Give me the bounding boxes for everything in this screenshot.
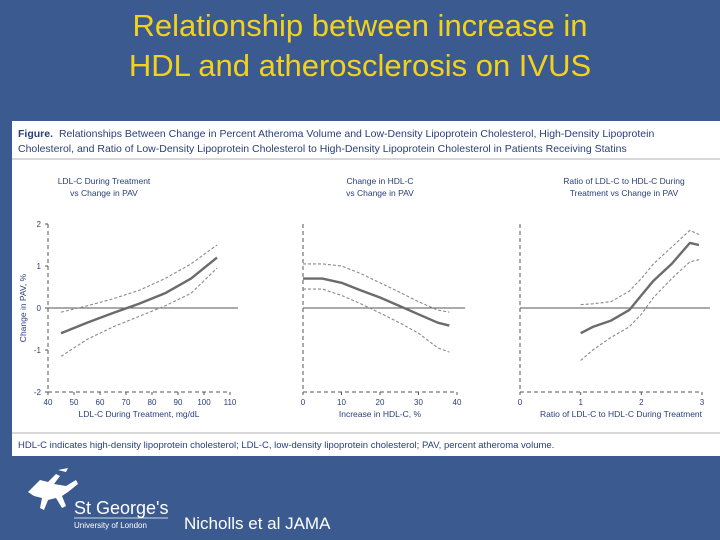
caption-line-2: Cholesterol, and Ratio of Low-Density Li… — [18, 143, 627, 155]
chart-title-line-2: vs Change in PAV — [346, 188, 414, 198]
x-tick-label: 80 — [148, 398, 157, 407]
x-tick-label: 90 — [174, 398, 183, 407]
caption-line-1: Relationships Between Change in Percent … — [59, 128, 655, 140]
chart-title-line-1: LDL-C During Treatment — [58, 176, 151, 186]
x-axis-label: LDL-C During Treatment, mg/dL — [79, 409, 200, 419]
university-logo: St George's University of London — [28, 468, 168, 530]
x-tick-label: 10 — [337, 398, 346, 407]
figure-svg: Figure. Relationships Between Change in … — [12, 128, 720, 451]
y-tick-label: 0 — [37, 304, 42, 313]
horse-rider-icon — [28, 468, 78, 510]
estimate-curve — [303, 277, 450, 327]
x-tick-label: 2 — [639, 398, 644, 407]
estimate-curve — [580, 241, 700, 335]
chart-2: Change in HDL-C vs Change in PAV 0 10 20 30 40… — [301, 176, 465, 419]
lower-ci-curve — [580, 259, 700, 361]
x-tick-label: 30 — [414, 398, 423, 407]
y-tick-label: 1 — [37, 262, 42, 271]
x-tick-label: 100 — [197, 398, 211, 407]
title-line-1: Relationship between increase in — [132, 8, 588, 43]
estimate-curve — [60, 256, 218, 335]
chart-title-line-2: vs Change in PAV — [70, 188, 138, 198]
x-tick-label: 60 — [96, 398, 105, 407]
x-tick-label: 0 — [301, 398, 306, 407]
x-tick-label: 70 — [122, 398, 131, 407]
slide-title: Relationship between increase in HDL and… — [0, 6, 720, 86]
y-axis-label: Change in PAV, % — [18, 273, 28, 342]
footnote: HDL-C indicates high-density lipoprotein… — [18, 440, 554, 451]
x-tick-label: 50 — [70, 398, 79, 407]
y-tick-label: -2 — [34, 388, 42, 397]
upper-ci-curve — [580, 229, 700, 306]
x-tick-label: 40 — [453, 398, 462, 407]
footer — [0, 456, 720, 540]
x-tick-label: 110 — [224, 398, 237, 407]
upper-ci-curve — [303, 263, 450, 313]
caption-label: Figure. — [18, 128, 53, 140]
y-tick-label: 2 — [37, 220, 42, 229]
x-tick-label: 3 — [700, 398, 705, 407]
chart-title-line-1: Ratio of LDL-C to HDL-C During — [563, 176, 685, 186]
x-tick-label: 20 — [376, 398, 385, 407]
svg-text:Figure. Relationships Be: Figure. Relationships Between Change in … — [18, 128, 654, 140]
lower-ci-curve — [303, 288, 450, 353]
lower-ci-curve — [60, 267, 218, 357]
upper-ci-curve — [60, 244, 218, 313]
x-tick-label: 1 — [578, 398, 583, 407]
citation: Nicholls et al JAMA — [184, 514, 331, 533]
x-tick-label: 0 — [518, 398, 523, 407]
charts-group: LDL-C During Treatment vs Change in PAV 40… — [18, 176, 710, 419]
x-axis-label: Ratio of LDL-C to HDL-C During Treatment — [540, 409, 703, 419]
chart-title-line-1: Change in HDL-C — [346, 176, 413, 186]
title-line-2: HDL and atherosclerosis on IVUS — [128, 48, 592, 83]
chart-1: LDL-C During Treatment vs Change in PAV 40… — [18, 176, 238, 419]
y-tick-label: -1 — [34, 346, 42, 355]
chart-3: Ratio of LDL-C to HDL-C During Treatment … — [518, 176, 710, 419]
logo-subtitle: University of London — [74, 521, 147, 530]
logo-name: St George's — [74, 498, 168, 518]
x-tick-label: 40 — [44, 398, 53, 407]
x-axis-label: Increase in HDL-C, % — [339, 409, 422, 419]
figure-panel: Figure. Relationships Between Change in … — [12, 121, 720, 456]
chart-title-line-2: Treatment vs Change in PAV — [570, 188, 679, 198]
